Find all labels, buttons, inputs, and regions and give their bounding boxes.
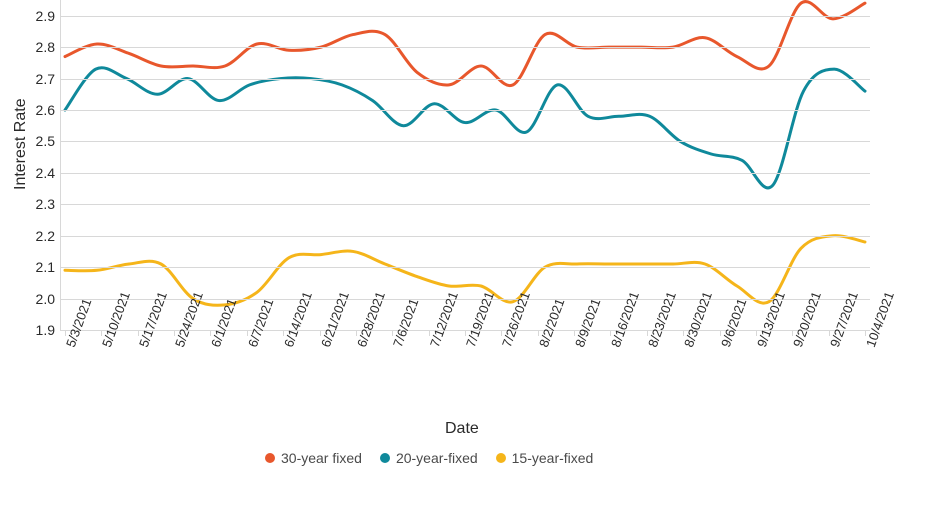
- grid-line: [60, 141, 870, 142]
- legend-label: 30-year fixed: [281, 450, 362, 466]
- y-tick-label: 2.3: [25, 196, 55, 212]
- series-line: [65, 2, 865, 86]
- grid-line: [60, 267, 870, 268]
- legend-dot: [380, 453, 390, 463]
- legend-item: 20-year-fixed: [380, 450, 478, 466]
- grid-line: [60, 16, 870, 17]
- y-tick-label: 2.2: [25, 228, 55, 244]
- legend-label: 20-year-fixed: [396, 450, 478, 466]
- y-tick-label: 2.5: [25, 133, 55, 149]
- chart-container: Interest Rate 1.92.02.12.22.32.42.52.62.…: [0, 0, 932, 524]
- grid-line: [60, 173, 870, 174]
- legend-dot: [496, 453, 506, 463]
- grid-line: [60, 110, 870, 111]
- series-line: [65, 68, 865, 188]
- y-tick-label: 2.6: [25, 102, 55, 118]
- series-line: [65, 236, 865, 306]
- legend-item: 30-year fixed: [265, 450, 362, 466]
- y-tick-label: 2.1: [25, 259, 55, 275]
- y-tick-label: 2.7: [25, 71, 55, 87]
- grid-line: [60, 299, 870, 300]
- y-axis-line: [60, 0, 61, 330]
- plot-area: [60, 0, 870, 330]
- grid-line: [60, 47, 870, 48]
- legend: 30-year fixed 20-year-fixed 15-year-fixed: [265, 450, 593, 466]
- y-tick-label: 2.9: [25, 8, 55, 24]
- line-series-svg: [60, 0, 870, 330]
- grid-line: [60, 236, 870, 237]
- grid-line: [60, 204, 870, 205]
- legend-dot: [265, 453, 275, 463]
- grid-line: [60, 79, 870, 80]
- y-tick-label: 2.0: [25, 291, 55, 307]
- y-tick-label: 1.9: [25, 322, 55, 338]
- legend-label: 15-year-fixed: [512, 450, 594, 466]
- y-tick-label: 2.4: [25, 165, 55, 181]
- y-tick-label: 2.8: [25, 39, 55, 55]
- x-axis-title: Date: [445, 420, 479, 438]
- legend-item: 15-year-fixed: [496, 450, 594, 466]
